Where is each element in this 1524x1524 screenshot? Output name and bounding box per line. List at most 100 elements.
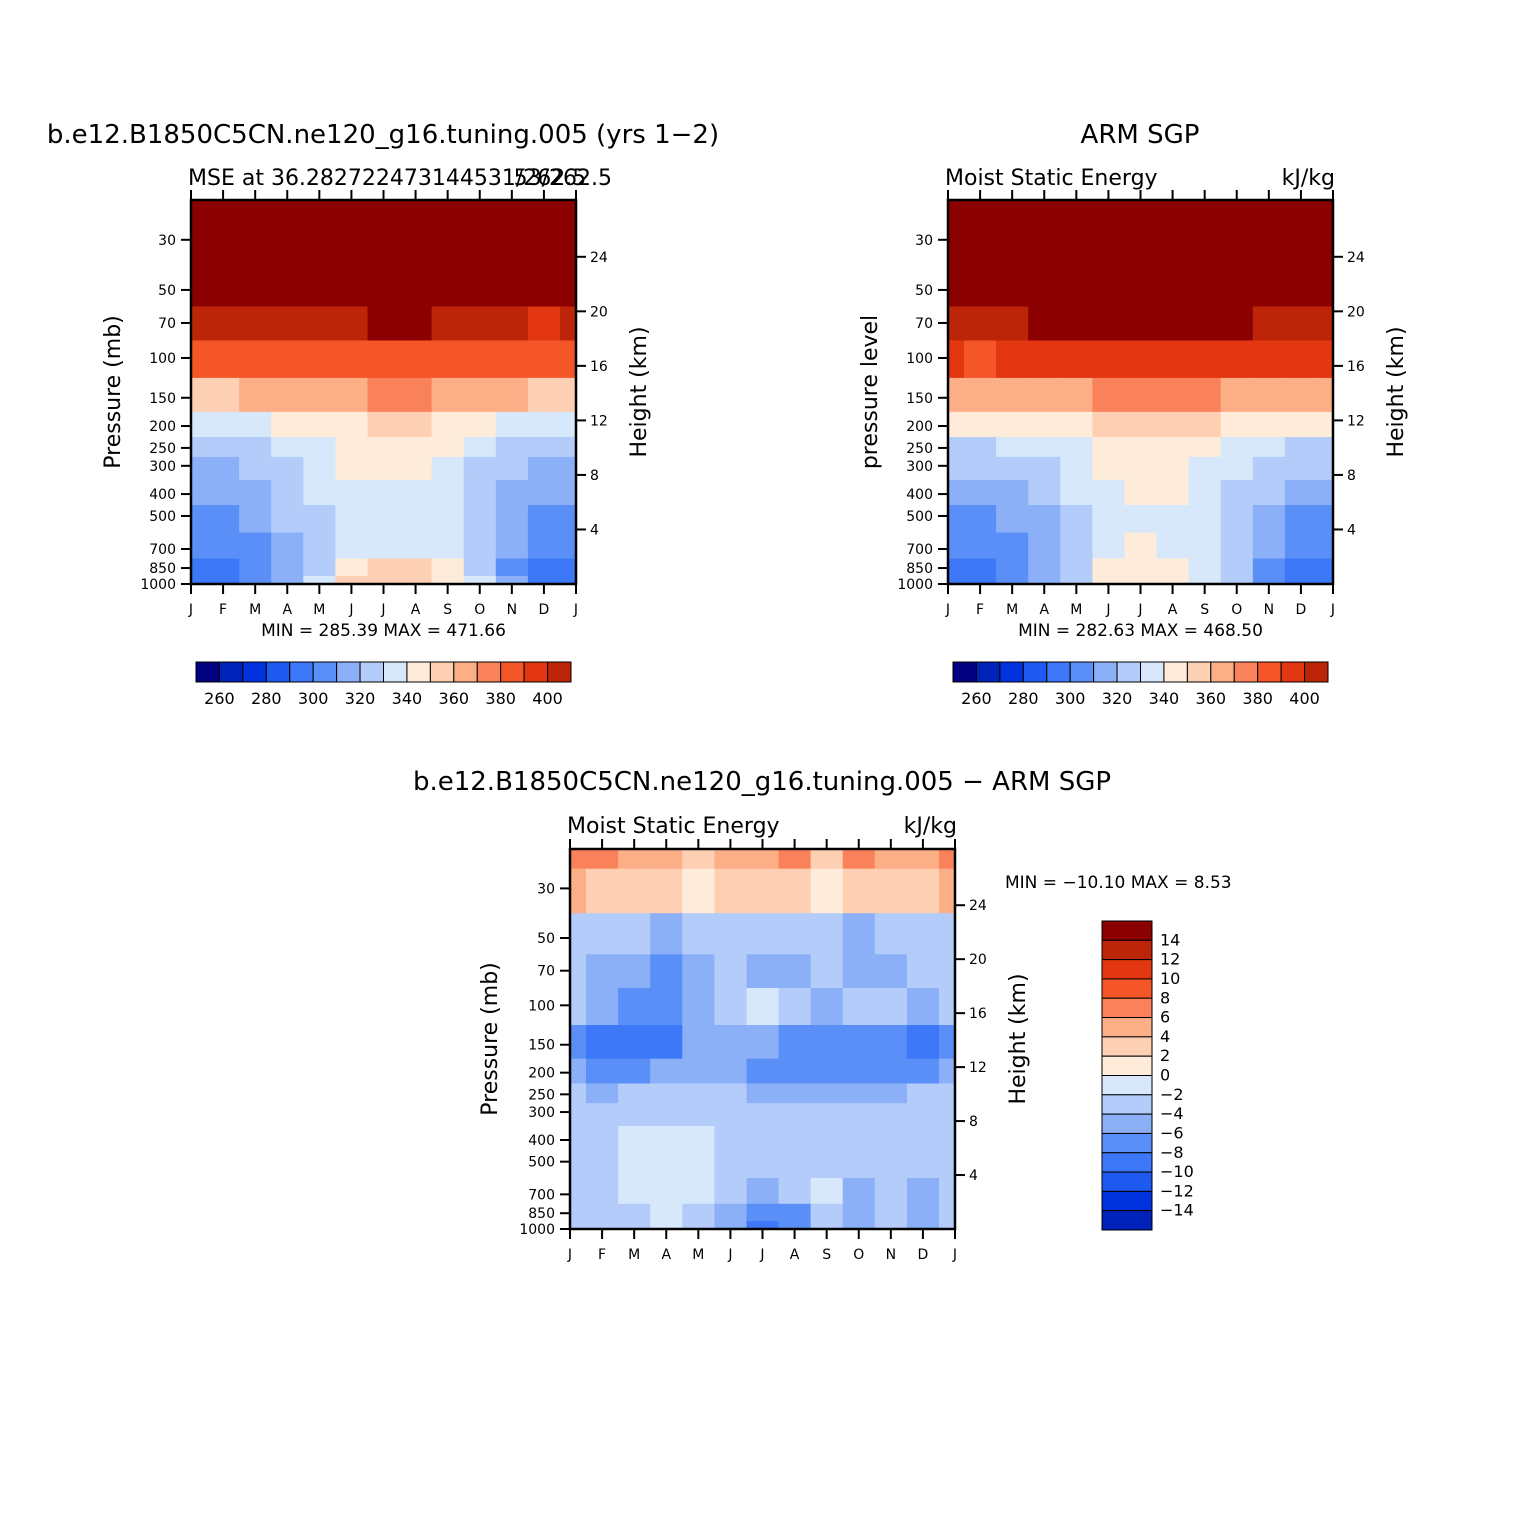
heatmap-cell [335, 264, 369, 308]
heatmap-cell [1124, 532, 1158, 560]
colorbar-tick-label: 300 [1055, 689, 1086, 708]
x-tick-label: J [573, 602, 578, 618]
heatmap-cell [207, 411, 240, 438]
heatmap-cell [335, 532, 369, 560]
heatmap-cell [399, 558, 433, 577]
heatmap-cell [560, 505, 577, 534]
heatmap-cell [527, 532, 561, 560]
heatmap-cell [207, 264, 240, 308]
colorbar-box [1101, 1094, 1153, 1115]
heatmap-cell [1220, 558, 1254, 577]
heatmap-cell [303, 411, 336, 438]
colorbar-box [1304, 661, 1329, 683]
heatmap-cell [1252, 505, 1286, 534]
heatmap-cell [1220, 437, 1254, 458]
x-tick-label: N [886, 1247, 896, 1263]
heatmap-cell [948, 505, 965, 534]
chart-subtitle-left: Moist Static Energy [567, 814, 780, 839]
heatmap-cell [1028, 377, 1061, 413]
y-tick-label: 700 [906, 542, 933, 558]
heatmap-cell [271, 532, 304, 560]
heatmap-cell [1284, 411, 1318, 438]
heatmap-cell [1060, 437, 1093, 458]
heatmap-cell [239, 558, 272, 577]
heatmap-cell [207, 456, 240, 481]
heatmap-cell [778, 913, 812, 955]
heatmap-cell [367, 479, 401, 506]
heatmap-cell [842, 849, 876, 870]
heatmap-cell [303, 306, 336, 342]
heatmap-cell [335, 377, 369, 413]
heatmap-cell [964, 306, 997, 342]
heatmap-cell [1252, 576, 1286, 585]
heatmap-cell [1252, 200, 1286, 221]
colorbar-box [429, 661, 455, 683]
heatmap-cell [746, 913, 780, 955]
heatmap-cell [570, 1058, 587, 1085]
heatmap-cell [367, 306, 401, 342]
heatmap-cell [746, 1221, 780, 1230]
heatmap-cell [906, 868, 940, 914]
heatmap-cell [335, 558, 369, 577]
colorbar-box [1101, 920, 1153, 941]
heatmap-cell [996, 340, 1029, 379]
heatmap-cell [1317, 306, 1334, 342]
heatmap-cell [1156, 532, 1190, 560]
heatmap-cell [1156, 306, 1190, 342]
y-tick-label: 400 [906, 487, 933, 503]
x-tick-label: S [822, 1247, 831, 1263]
x-tick-label: J [567, 1247, 572, 1263]
heatmap-cell [527, 411, 561, 438]
heatmap-cell [207, 532, 240, 560]
chart-panel-3: b.e12.B1850C5CN.ne120_g16.tuning.005 − A… [413, 767, 1232, 1263]
heatmap-cell [560, 479, 577, 506]
x-tick-label: O [1231, 602, 1242, 618]
colorbar-tick-label: 400 [1289, 689, 1320, 708]
heatmap-cell [618, 1083, 651, 1104]
heatmap-cell [650, 954, 683, 989]
colorbar-tick-label: 2 [1160, 1046, 1170, 1065]
heatmap-cell [618, 913, 651, 955]
x-tick-label: J [1105, 602, 1110, 618]
heatmap-cell [874, 1058, 908, 1085]
y-right-tick-label: 20 [1347, 304, 1365, 320]
heatmap-cell [874, 1150, 908, 1179]
heatmap-cell [335, 479, 369, 506]
colorbar-box [359, 661, 384, 683]
heatmap-cell [586, 1058, 619, 1085]
heatmap-cell [1284, 505, 1318, 534]
heatmap-cell [1284, 479, 1318, 506]
heatmap-cell [367, 505, 401, 534]
heatmap-cell [207, 479, 240, 506]
heatmap-cell [650, 1221, 683, 1230]
heatmap-cell [842, 954, 876, 989]
y-right-tick-label: 16 [1347, 359, 1365, 375]
heatmap-cell [650, 1025, 683, 1060]
heatmap-cell [1156, 411, 1190, 438]
heatmap-cell [1156, 200, 1190, 221]
heatmap-cell [1252, 532, 1286, 560]
heatmap-cell [714, 954, 748, 989]
heatmap-cell [1092, 377, 1126, 413]
heatmap-cell [874, 849, 908, 870]
colorbar-tick-label: 4 [1160, 1027, 1170, 1046]
y-right-tick-label: 16 [969, 1006, 987, 1022]
heatmap-cell [1317, 479, 1334, 506]
heatmap-cell [303, 558, 336, 577]
heatmap-cell [906, 1178, 940, 1205]
colorbar-box [1101, 1190, 1153, 1212]
colorbar-tick-label: 300 [298, 689, 329, 708]
heatmap-cell [399, 479, 433, 506]
heatmap-cell [367, 437, 401, 458]
x-tick-label: J [945, 602, 950, 618]
y-axis-label: Pressure (mb) [478, 962, 503, 1116]
heatmap-cell [431, 532, 465, 560]
heatmap-cell [618, 988, 651, 1026]
colorbar-tick-label: −2 [1160, 1085, 1184, 1104]
heatmap-cell [714, 1221, 748, 1230]
heatmap-cell [495, 306, 529, 342]
heatmap-cell [303, 532, 336, 560]
colorbar-box [476, 661, 502, 683]
x-tick-label: J [188, 602, 193, 618]
heatmap-cell [996, 200, 1029, 221]
